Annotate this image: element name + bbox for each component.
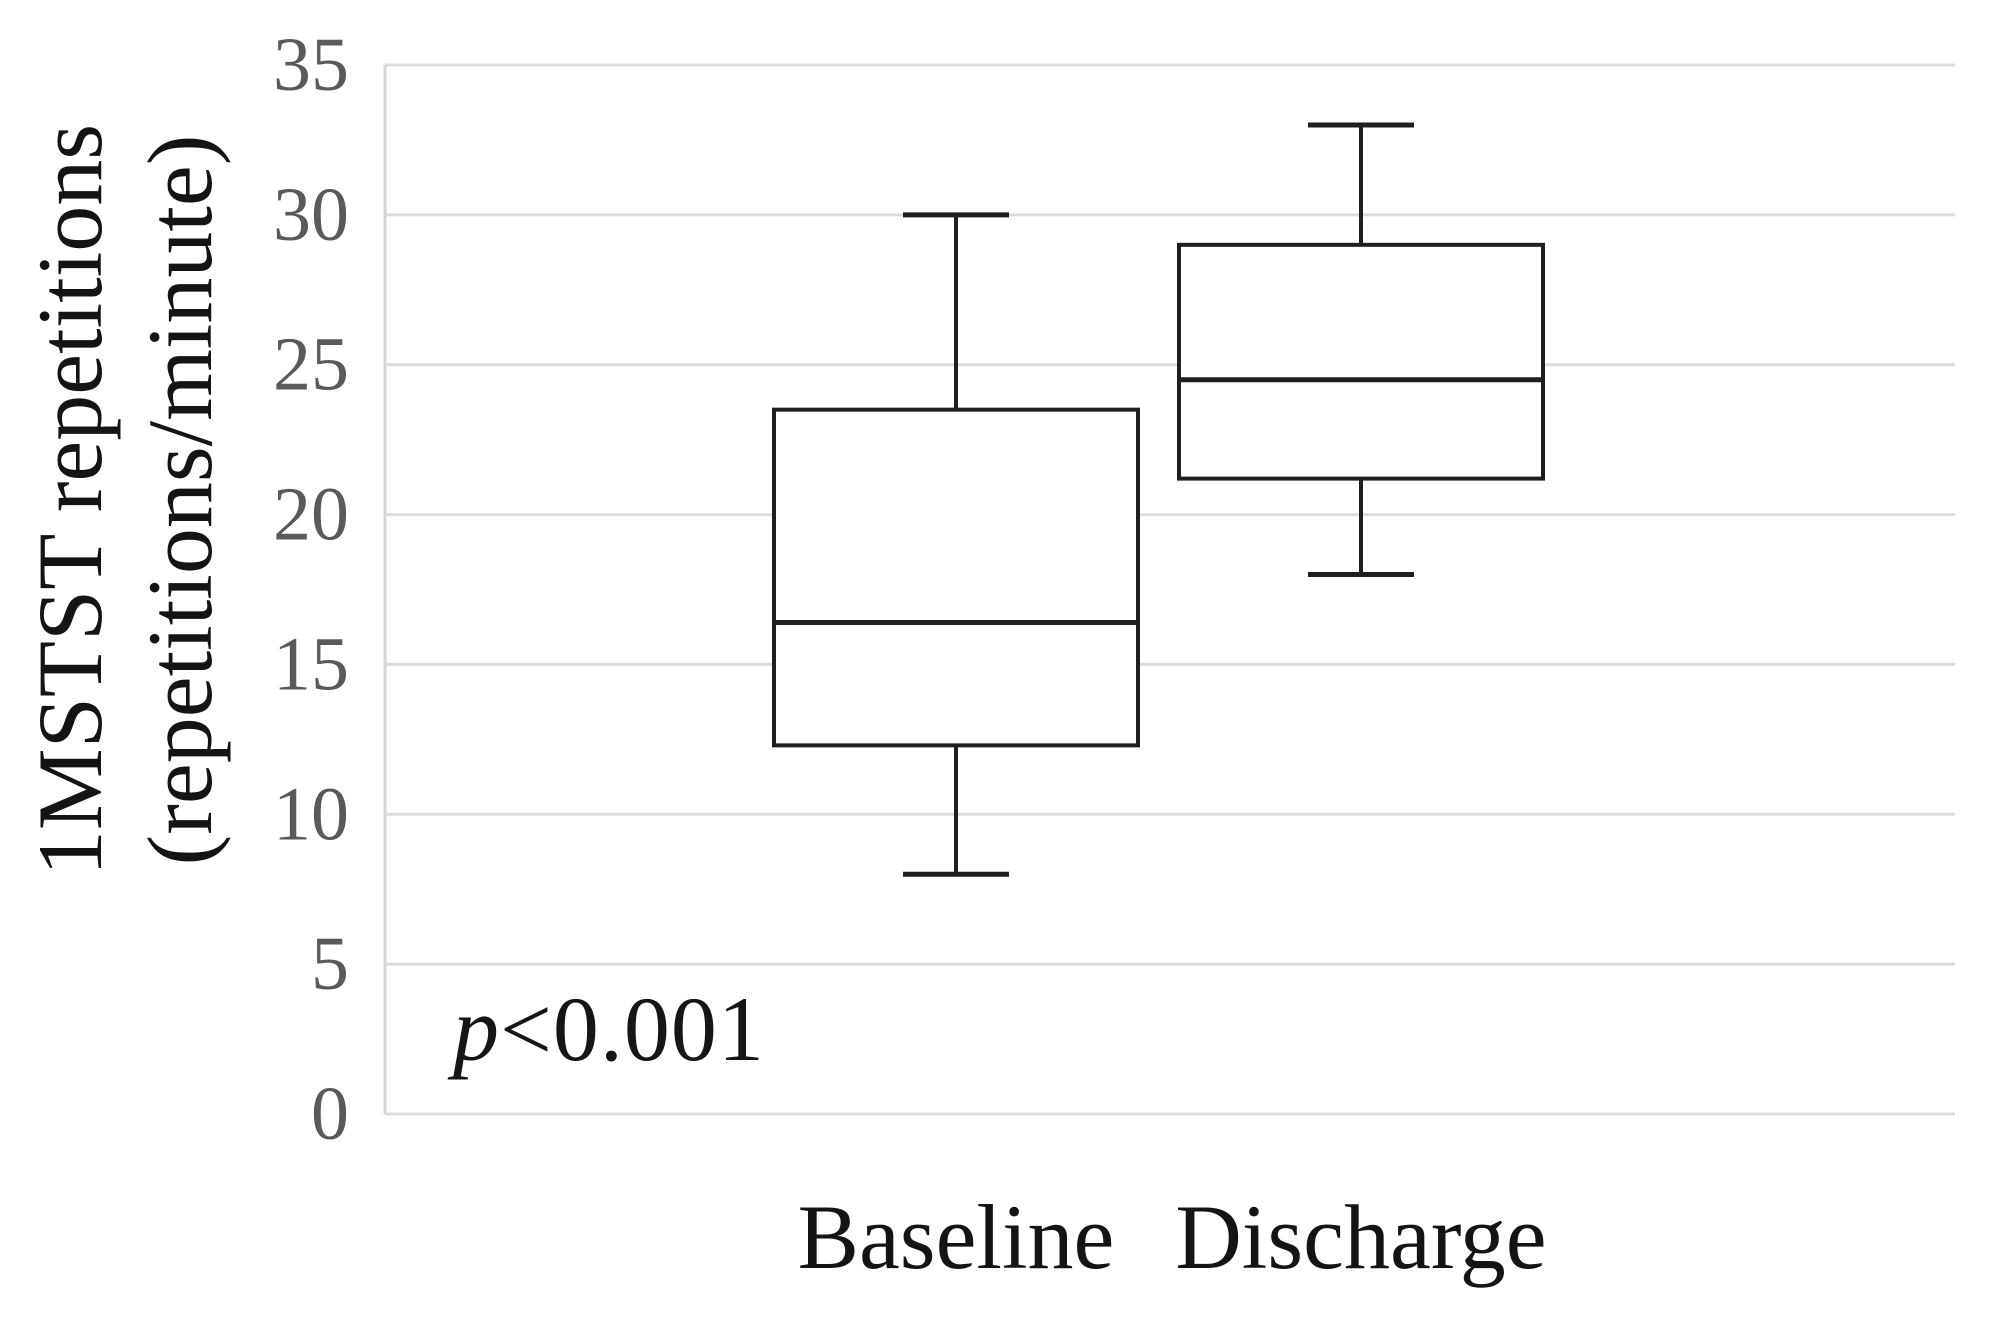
y-tick-label-30: 30 <box>273 173 349 257</box>
y-tick-label-10: 10 <box>273 772 349 856</box>
y-axis-title-line1: 1MSTST repetitions <box>19 124 121 876</box>
y-tick-label-15: 15 <box>273 622 349 706</box>
box-discharge <box>1177 242 1545 481</box>
y-axis-title-line2: (repetitions/minute) <box>129 135 231 866</box>
p-value-text: <0.001 <box>500 978 765 1080</box>
p-value-italic-p: p <box>453 978 500 1080</box>
y-tick-label-0: 0 <box>311 1072 349 1156</box>
y-tick-label-5: 5 <box>311 922 349 1006</box>
y-tick-label-35: 35 <box>273 23 349 107</box>
y-tick-label-20: 20 <box>273 473 349 557</box>
p-value-annotation: p<0.001 <box>453 983 765 1075</box>
x-category-label-baseline: Baseline <box>798 1186 1115 1288</box>
box-baseline <box>772 407 1140 748</box>
x-category-label-discharge: Discharge <box>1175 1186 1546 1288</box>
y-tick-label-25: 25 <box>273 323 349 407</box>
